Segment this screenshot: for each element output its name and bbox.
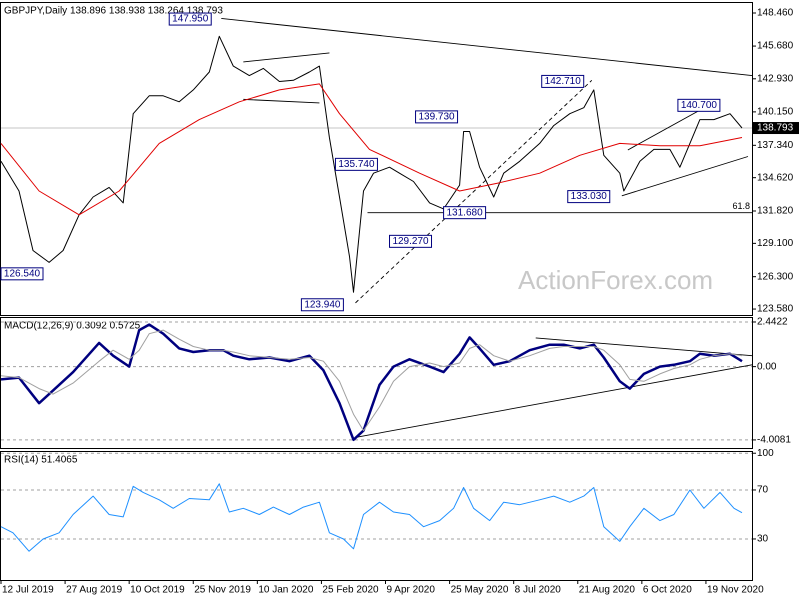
y-tick-label: 126.300 xyxy=(757,271,794,282)
x-tick-label: 6 Oct 2020 xyxy=(643,585,692,596)
price-label: 129.270 xyxy=(392,236,429,247)
macd-pane-frame xyxy=(0,317,753,449)
price-label-box xyxy=(415,110,459,124)
y-tick-label: 131.820 xyxy=(757,206,794,217)
x-tick-label: 9 Apr 2020 xyxy=(387,585,436,596)
x-tick-label: 25 May 2020 xyxy=(451,585,509,596)
y-tick-label: 2.4422 xyxy=(757,317,788,328)
price-label-box xyxy=(541,74,585,88)
y-tick-label: 134.620 xyxy=(757,172,794,183)
x-tick-label: 10 Jan 2020 xyxy=(258,585,313,596)
y-tick-label: 129.100 xyxy=(757,238,794,249)
y-tick-label: 0.00 xyxy=(757,361,777,372)
trend-line xyxy=(243,98,320,104)
fib-label: 61.8 xyxy=(732,201,750,211)
trend-line xyxy=(357,364,753,438)
price-label: 139.730 xyxy=(418,112,455,123)
series-line xyxy=(0,329,743,432)
price-label-box xyxy=(389,234,433,248)
y-tick-label: 137.340 xyxy=(757,140,794,151)
current-price-box xyxy=(753,122,799,135)
price-label: 147.950 xyxy=(172,14,209,25)
trend-line xyxy=(221,18,753,77)
price-label: 135.740 xyxy=(338,159,375,170)
trend-line xyxy=(243,52,330,63)
series-line xyxy=(0,35,743,293)
price-label-box xyxy=(334,157,378,171)
x-tick-label: 21 Aug 2020 xyxy=(579,585,636,596)
y-tick-label: 123.580 xyxy=(757,304,794,315)
y-tick-label: 30 xyxy=(757,534,769,545)
trend-line xyxy=(535,337,753,357)
series-line xyxy=(0,323,743,442)
x-tick-label: 25 Nov 2019 xyxy=(194,585,251,596)
trend-line xyxy=(627,109,701,151)
x-tick-label: 8 Jul 2020 xyxy=(515,585,562,596)
price-label: 123.940 xyxy=(304,299,341,310)
y-tick-label: 140.150 xyxy=(757,107,794,118)
price-label: 133.030 xyxy=(571,191,608,202)
y-tick-label: -4.0081 xyxy=(757,435,791,446)
pane-title: RSI(14) 51.4065 xyxy=(4,455,78,466)
price-pane-frame xyxy=(0,2,753,316)
x-tick-label: 25 Feb 2020 xyxy=(322,585,379,596)
price-label-box xyxy=(300,298,344,312)
trend-line xyxy=(355,80,593,304)
price-label-box xyxy=(677,98,721,112)
x-tick-label: 10 Oct 2019 xyxy=(130,585,185,596)
y-tick-label: 148.460 xyxy=(757,8,794,19)
y-tick-label: 70 xyxy=(757,485,769,496)
y-tick-label: 145.680 xyxy=(757,41,794,52)
x-tick-label: 12 Jul 2019 xyxy=(2,585,54,596)
price-label: 131.680 xyxy=(447,207,484,218)
x-tick-label: 19 Nov 2020 xyxy=(707,585,764,596)
price-label: 142.710 xyxy=(545,76,582,87)
y-tick-label: 142.930 xyxy=(757,73,794,84)
watermark: ActionForex.com xyxy=(518,265,713,295)
pane-title: MACD(12,26,9) 0.3092 0.5725 xyxy=(4,321,141,332)
series-line xyxy=(0,483,743,552)
price-label-box xyxy=(168,12,212,26)
price-label: 126.540 xyxy=(4,268,41,279)
series-line xyxy=(0,83,743,216)
price-label: 140.700 xyxy=(681,100,718,111)
current-price-label: 138.793 xyxy=(757,123,794,134)
price-label-box xyxy=(443,206,487,220)
trend-line xyxy=(621,156,749,197)
y-tick-label: 100 xyxy=(757,448,774,459)
price-label-box xyxy=(0,267,44,281)
pane-title: GBPJPY,Daily 138.896 138.938 138.264 138… xyxy=(4,6,223,17)
price-label-box xyxy=(567,190,611,204)
x-tick-label: 27 Aug 2019 xyxy=(66,585,123,596)
rsi-pane-frame xyxy=(0,451,753,581)
